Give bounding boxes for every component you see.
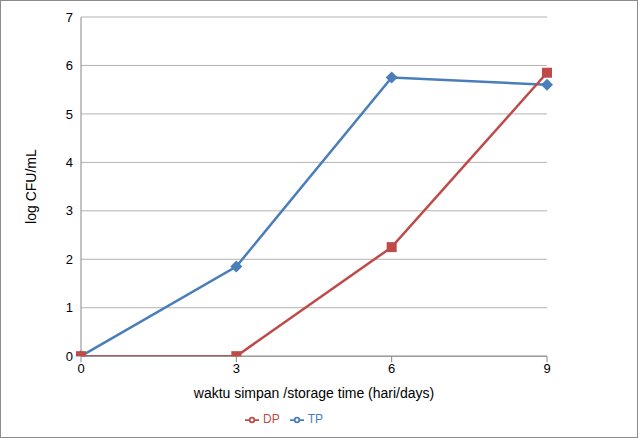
svg-text:waktu simpan /storage time (ha: waktu simpan /storage time (hari/days) <box>193 385 434 401</box>
svg-text:log CFU/mL: log CFU/mL <box>23 149 39 224</box>
svg-text:6: 6 <box>66 58 73 73</box>
html-text:TP: TP <box>307 412 323 427</box>
svg-text:3: 3 <box>66 203 73 218</box>
svg-text:9: 9 <box>543 361 550 376</box>
svg-text:7: 7 <box>66 10 73 25</box>
svg-text:1: 1 <box>66 300 73 315</box>
svg-text:5: 5 <box>66 107 73 122</box>
svg-text:3: 3 <box>233 361 240 376</box>
svg-text:6: 6 <box>388 361 395 376</box>
svg-text:4: 4 <box>66 155 73 170</box>
svg-text:0: 0 <box>66 349 73 364</box>
svg-text:0: 0 <box>77 361 84 376</box>
html-text:DP: DP <box>263 412 280 427</box>
svg-text:2: 2 <box>66 252 73 267</box>
